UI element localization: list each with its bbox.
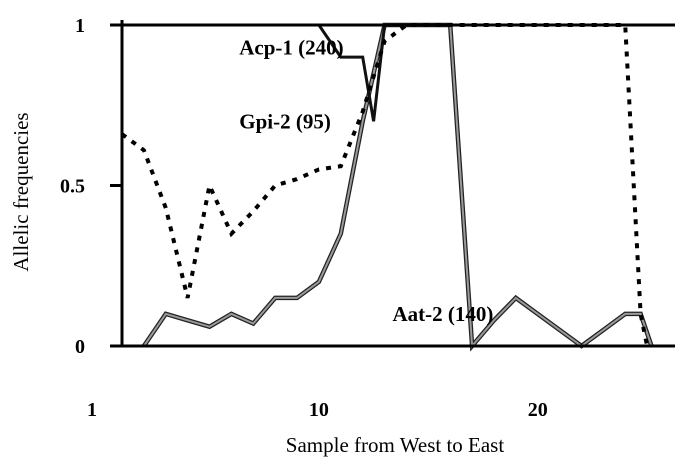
series-line-aat-2-inner — [143, 24, 653, 349]
y-tick-label: 0.5 — [60, 176, 85, 198]
series-line-gpi-2 — [120, 23, 650, 347]
y-tick-label: 1 — [75, 15, 85, 37]
axes — [110, 20, 675, 348]
axis-ticks: 0 0.5 1 1 10 20 — [60, 15, 548, 421]
series-label: Gpi-2 (95) — [239, 109, 331, 133]
series-label: Aat-2 (140) — [392, 302, 493, 326]
x-tick-label: 10 — [309, 399, 329, 421]
series-lines — [120, 22, 669, 352]
series-line-aat-2 — [142, 22, 654, 352]
x-tick-label: 1 — [87, 399, 97, 421]
y-axis-label: Allelic frequencies — [9, 112, 33, 271]
x-axis-label: Sample from West to East — [286, 433, 505, 457]
series-label: Acp-1 (240) — [239, 35, 343, 59]
series-labels: Acp-1 (240) Gpi-2 (95) Aat-2 (140) — [239, 35, 493, 325]
x-tick-label: 20 — [528, 399, 548, 421]
y-tick-label: 0 — [75, 336, 85, 358]
series-line-acp-1 — [143, 23, 669, 122]
